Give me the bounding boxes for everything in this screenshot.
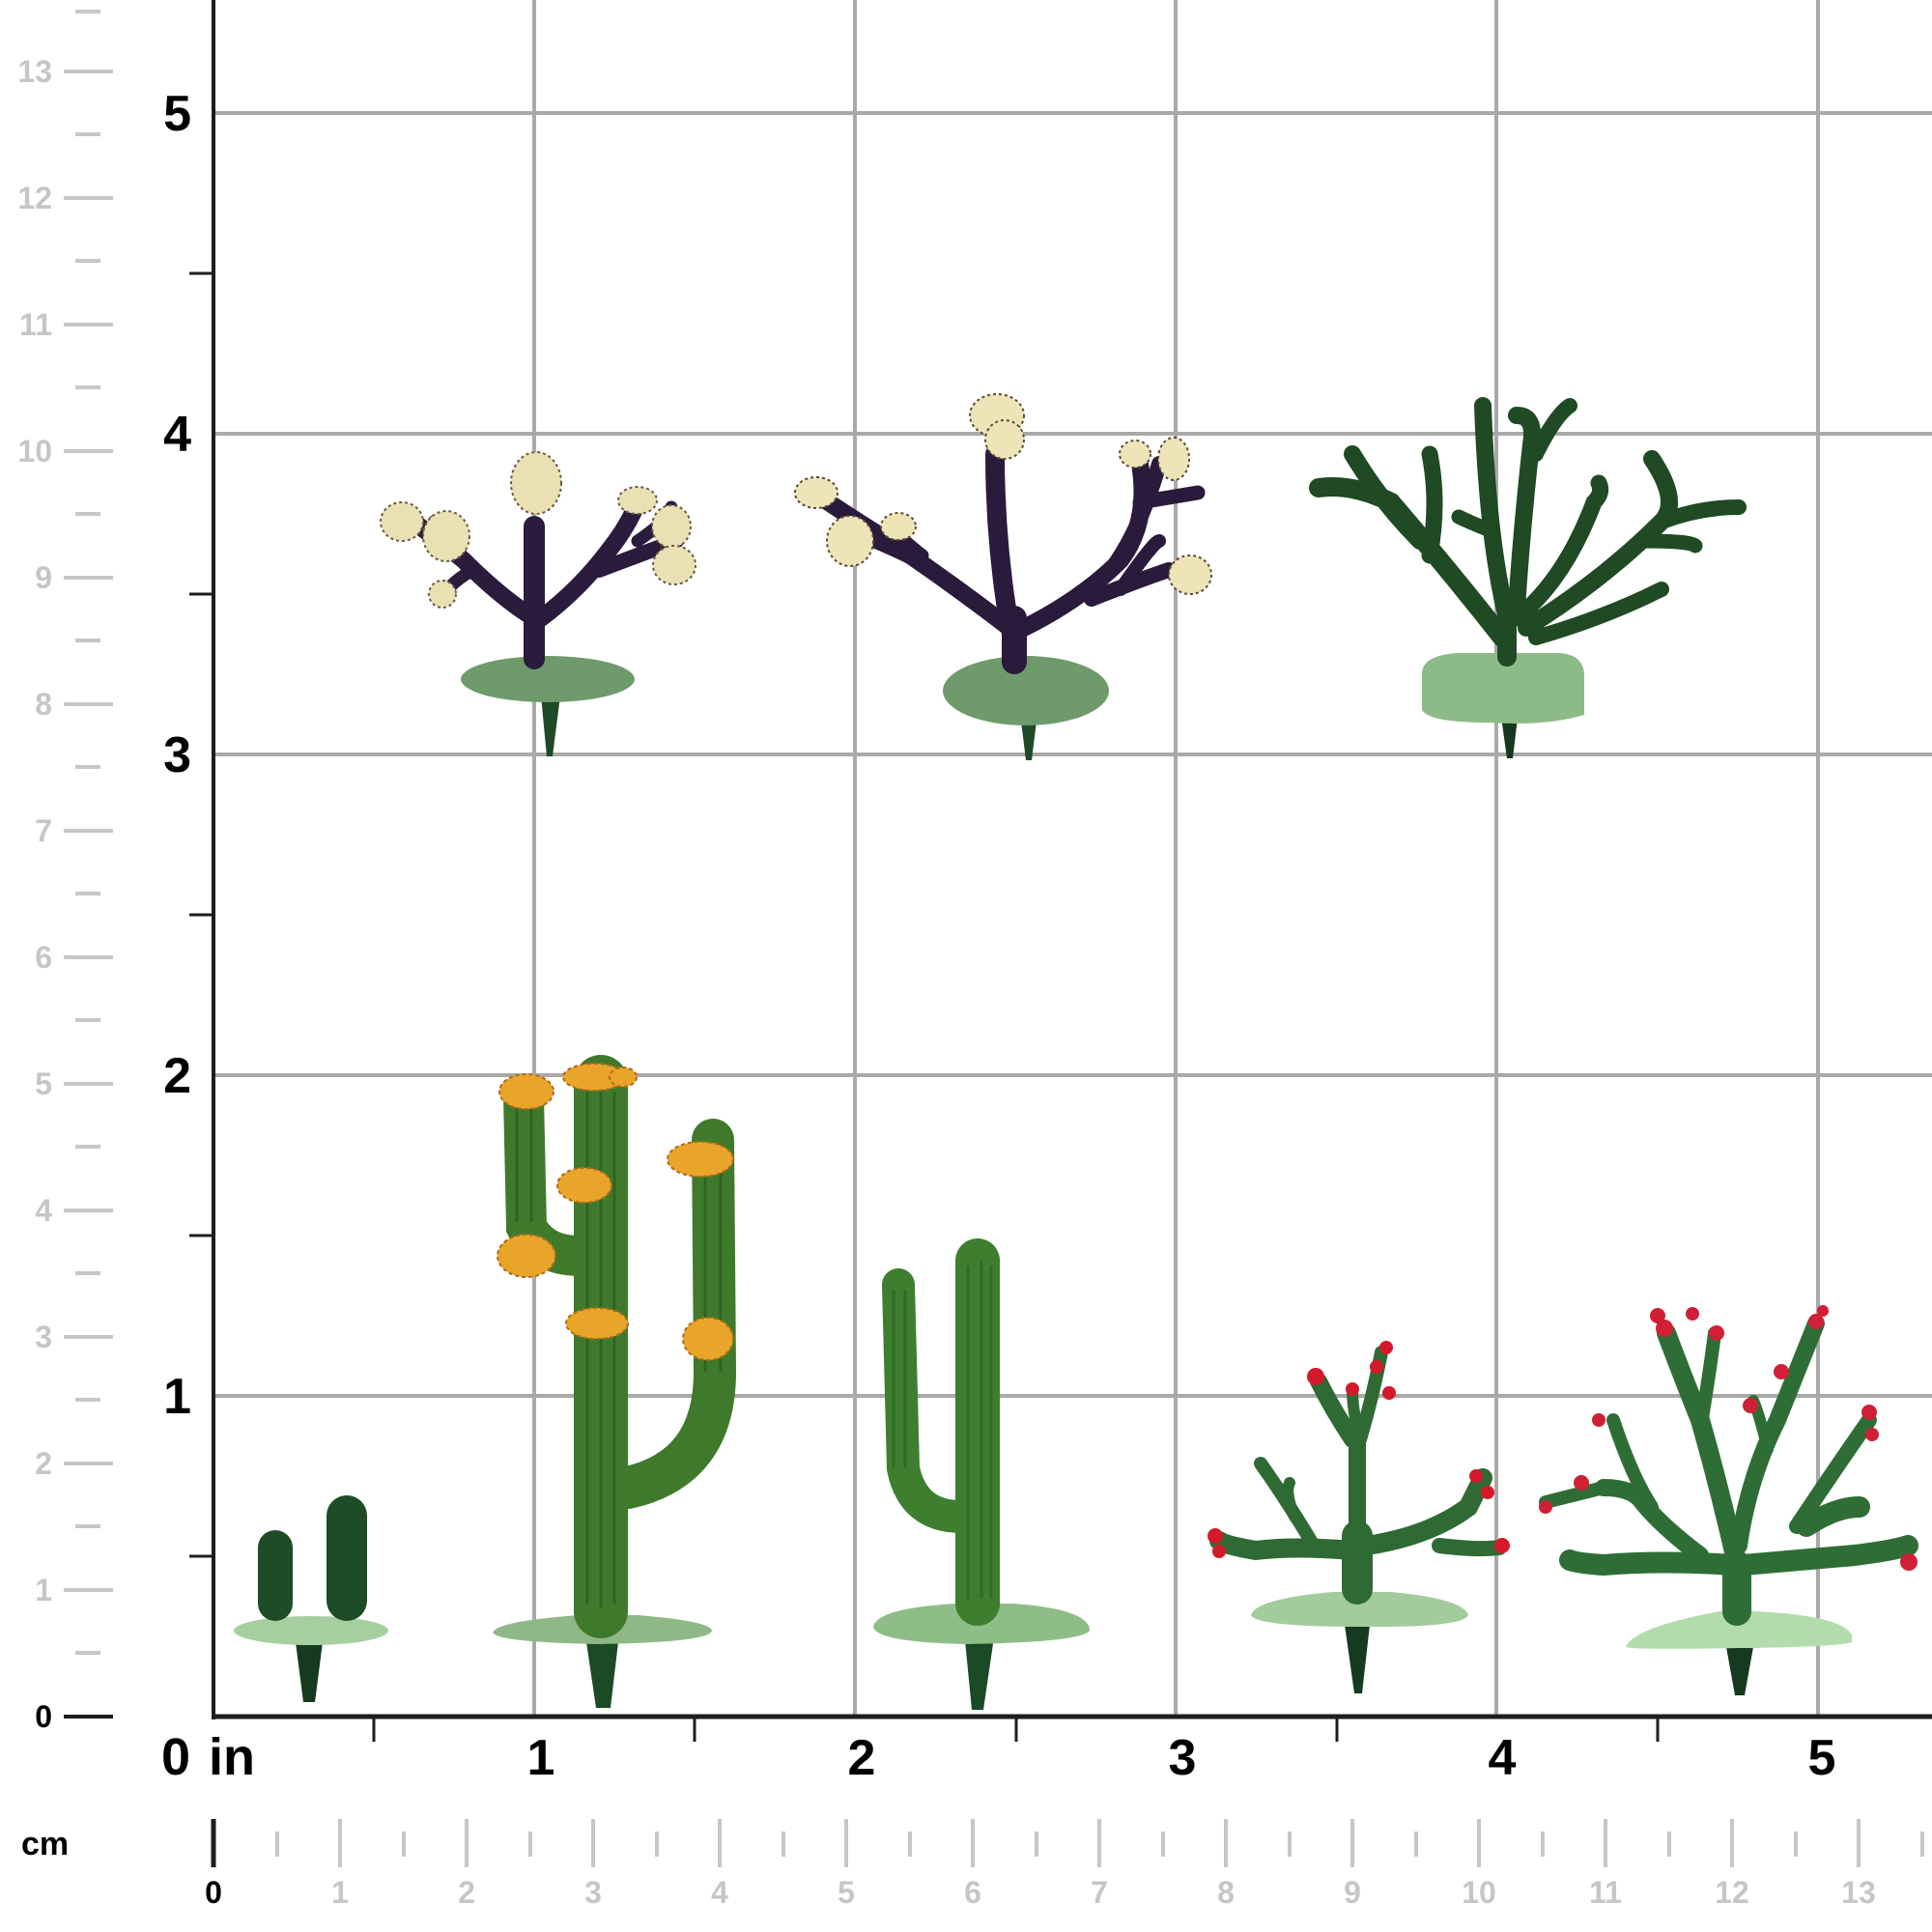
flower-clusters — [794, 393, 1212, 595]
y-inch-label: 3 — [163, 727, 191, 783]
spike — [541, 696, 560, 756]
plant-cholla-red-small — [1208, 1341, 1510, 1693]
x-inch-label: 3 — [1169, 1730, 1197, 1786]
left-cm-ticks — [64, 10, 113, 1719]
left-cm-ruler: 0 1 2 3 4 5 6 7 8 9 10 11 12 13 — [17, 10, 113, 1734]
bottom-cm-label: 1 — [331, 1875, 349, 1910]
left-cm-label: 9 — [35, 560, 52, 595]
bottom-cm-label: 3 — [584, 1875, 602, 1910]
left-cm-label: 0 — [35, 1699, 52, 1734]
plant-saguaro-flowering — [493, 1055, 737, 1708]
bottom-cm-label: 6 — [964, 1875, 981, 1910]
y-inch-labels: 1 2 3 4 5 — [163, 86, 191, 1425]
red-tips — [1539, 1305, 1918, 1571]
plant-base — [1251, 1592, 1468, 1628]
cm-unit-label: cm — [21, 1826, 69, 1862]
bottom-cm-label: 4 — [711, 1875, 728, 1910]
spike — [964, 1631, 995, 1710]
column-right — [327, 1495, 367, 1621]
bottom-cm-label: 2 — [458, 1875, 475, 1910]
flower-clusters — [380, 451, 696, 609]
plant-saguaro-plain — [873, 1238, 1090, 1710]
bottom-cm-label: 10 — [1462, 1875, 1496, 1910]
left-cm-label: 4 — [35, 1193, 52, 1228]
plant-cholla-green — [1309, 397, 1747, 758]
plant-base — [234, 1616, 388, 1645]
bottom-cm-label: 9 — [1344, 1875, 1361, 1910]
bottom-cm-labels: 0 1 2 3 4 5 6 7 8 9 10 11 12 13 — [205, 1875, 1876, 1910]
left-cm-label: 13 — [17, 54, 52, 89]
left-cm-label: 7 — [35, 813, 52, 848]
x-inch-label: 1 — [527, 1730, 555, 1786]
bottom-cm-label: 13 — [1841, 1875, 1876, 1910]
bottom-cm-label: 5 — [838, 1875, 855, 1910]
plant-base — [943, 656, 1109, 725]
bottom-cm-label: 7 — [1091, 1875, 1108, 1910]
plant-cholla-purple-large — [794, 393, 1212, 760]
left-cm-label: 10 — [17, 434, 52, 469]
spike — [586, 1642, 618, 1708]
spike — [296, 1642, 323, 1702]
left-cm-labels: 0 1 2 3 4 5 6 7 8 9 10 11 12 13 — [17, 54, 52, 1734]
left-cm-label: 12 — [17, 181, 52, 215]
x-inch-label-zero: 0 — [161, 1728, 190, 1786]
left-cm-label: 2 — [35, 1446, 52, 1481]
x-inch-label: 4 — [1489, 1730, 1517, 1786]
left-cm-label: 6 — [35, 940, 52, 975]
plant-barrel-pair — [234, 1495, 388, 1702]
y-inch-label: 1 — [163, 1369, 191, 1425]
plant-cholla-purple-small — [380, 451, 696, 756]
rib-lines — [892, 1261, 993, 1599]
bottom-cm-label: 8 — [1217, 1875, 1235, 1910]
flower-clusters — [497, 1063, 734, 1361]
plant-stems — [1539, 1315, 1918, 1626]
inch-grid — [213, 0, 1932, 1717]
left-cm-label: 11 — [19, 307, 52, 342]
left-cm-label: 1 — [35, 1573, 52, 1607]
spike — [1726, 1647, 1753, 1695]
bottom-cm-ticks — [211, 1819, 1924, 1867]
y-inch-label: 4 — [163, 407, 191, 463]
bottom-cm-ruler: cm — [21, 1819, 1924, 1910]
plant-stems — [1309, 397, 1747, 667]
plant-stems — [882, 1238, 1000, 1626]
bottom-cm-label: 12 — [1715, 1875, 1749, 1910]
plant-stems — [812, 444, 1206, 674]
x-inch-label: 5 — [1808, 1730, 1836, 1786]
y-inch-label: 2 — [163, 1048, 191, 1104]
red-tips — [1208, 1341, 1510, 1558]
plant-base — [1421, 653, 1584, 724]
y-inch-label: 5 — [163, 86, 191, 142]
plant-stems — [1209, 1346, 1507, 1605]
plant-cholla-red-large — [1539, 1305, 1918, 1695]
spike — [1345, 1625, 1370, 1693]
inch-axes — [189, 0, 1932, 1742]
plant-base — [461, 656, 635, 702]
plant-base — [1626, 1611, 1852, 1649]
x-inch-labels: 0 in 1 2 3 4 5 — [161, 1728, 1835, 1786]
left-cm-label: 3 — [35, 1320, 52, 1354]
bottom-cm-label: 0 — [205, 1875, 222, 1910]
x-inch-label: 2 — [848, 1730, 876, 1786]
inch-unit-label: in — [209, 1728, 255, 1786]
bottom-cm-label: 11 — [1589, 1875, 1622, 1910]
left-cm-label: 8 — [35, 687, 52, 722]
left-cm-label: 5 — [35, 1066, 52, 1101]
column-left — [258, 1530, 293, 1621]
